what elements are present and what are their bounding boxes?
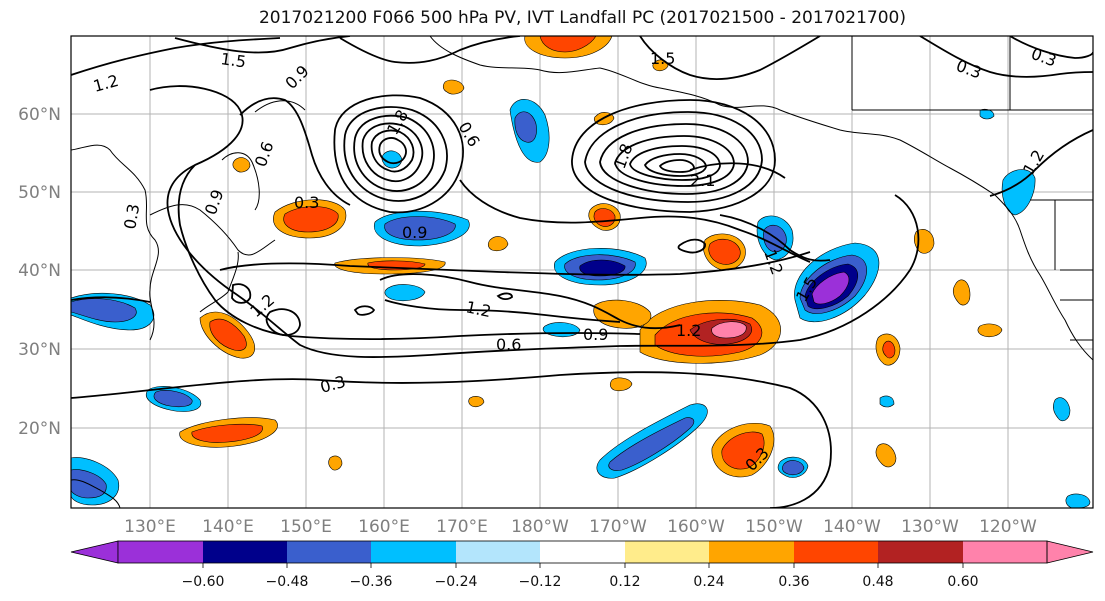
positive-anomaly-region xyxy=(232,157,251,173)
contour-labels: 1.2 1.5 0.9 1.5 0.3 0.3 0.6 0.9 0.3 0.3 … xyxy=(91,44,1059,475)
lon-label: 130°W xyxy=(901,517,959,537)
contour-label: 0.9 xyxy=(402,223,427,242)
positive-anomaly-region xyxy=(711,321,747,339)
negative-anomaly-region xyxy=(763,224,787,253)
positive-anomaly-region xyxy=(708,238,741,265)
lon-label: 130°E xyxy=(124,517,176,537)
lon-label: 180°W xyxy=(511,517,569,537)
colorbar-tick-label: −0.60 xyxy=(182,574,225,590)
negative-anomaly-region xyxy=(1053,397,1071,422)
colorbar-swatch xyxy=(371,541,456,563)
colorbar-tick-label: −0.36 xyxy=(350,574,393,590)
negative-anomaly-region xyxy=(811,271,850,305)
negative-anomaly-region xyxy=(979,108,995,120)
lon-label: 140°W xyxy=(823,517,881,537)
contour-label: 0.3 xyxy=(294,193,319,212)
lat-label: 30°N xyxy=(18,340,61,360)
lon-label: 150°W xyxy=(745,517,803,537)
contour-label: 1.5 xyxy=(219,49,247,71)
contour-label: 0.6 xyxy=(496,335,521,354)
colorbar-outline xyxy=(117,540,1048,564)
colorbar-tick-label: −0.48 xyxy=(266,574,309,590)
positive-anomaly-region xyxy=(283,206,339,233)
lat-label: 40°N xyxy=(18,261,61,281)
colorbar-swatch xyxy=(963,541,1047,563)
positive-anomaly-region xyxy=(487,236,509,252)
colorbar-tick-label: 0.24 xyxy=(693,574,724,590)
contour-label: 1.5 xyxy=(650,49,675,68)
map-title: 2017021200 F066 500 hPa PV, IVT Landfall… xyxy=(258,8,906,28)
positive-anomaly-region xyxy=(977,323,1003,338)
lon-label: 170°W xyxy=(589,517,647,537)
colorbar-tick-label: −0.24 xyxy=(435,574,478,590)
colorbar-swatch xyxy=(456,541,540,563)
positive-anomaly-region xyxy=(882,340,896,359)
colorbar-tick-label: 0.60 xyxy=(947,574,978,590)
contour-label: 1.2 xyxy=(676,321,701,340)
lon-label: 160°W xyxy=(667,517,725,537)
negative-anomaly-region xyxy=(514,111,537,143)
lon-label: 150°E xyxy=(280,517,332,537)
colorbar-swatch xyxy=(625,541,709,563)
colorbar-tick-label: 0.48 xyxy=(862,574,893,590)
negative-anomaly-region xyxy=(384,284,426,302)
lon-label: 120°W xyxy=(979,517,1037,537)
contour-label: 0.9 xyxy=(583,325,608,344)
colorbar-swatch xyxy=(118,541,203,563)
colorbar-tick-label: 0.12 xyxy=(609,574,640,590)
positive-anomaly-region xyxy=(442,79,465,95)
negative-anomaly-region xyxy=(1001,169,1036,216)
positive-anomaly-region xyxy=(191,423,263,443)
longitude-labels: 130°E 140°E 150°E 160°E 170°E 180°W 170°… xyxy=(124,517,1037,537)
negative-anomaly-region xyxy=(879,395,895,408)
contour-label: 0.3 xyxy=(120,202,143,230)
negative-anomaly-region xyxy=(608,417,695,471)
positive-anomaly-region xyxy=(721,431,765,470)
positive-anomaly-region xyxy=(468,396,485,408)
negative-anomaly-region xyxy=(579,259,626,277)
ivt-shading xyxy=(71,36,1091,508)
positive-anomaly-region xyxy=(328,455,343,471)
colorbar-swatch xyxy=(203,541,287,563)
lon-label: 140°E xyxy=(202,517,254,537)
lat-label: 60°N xyxy=(18,105,61,125)
latitude-labels: 60°N 50°N 40°N 30°N 20°N xyxy=(18,105,61,439)
colorbar-min-extension xyxy=(70,540,119,564)
lat-label: 20°N xyxy=(18,419,61,439)
lon-label: 170°E xyxy=(436,517,488,537)
negative-anomaly-region xyxy=(153,390,193,408)
colorbar-max-extension xyxy=(1046,540,1094,564)
colorbar-swatch xyxy=(709,541,794,563)
colorbar-swatch xyxy=(540,541,625,563)
positive-anomaly-region xyxy=(209,318,247,351)
colorbar-swatch xyxy=(794,541,878,563)
contour-label: 1.2 xyxy=(464,297,493,321)
negative-anomaly-region xyxy=(782,460,805,476)
pv-contours xyxy=(71,36,1093,508)
positive-anomaly-region xyxy=(539,36,597,53)
positive-anomaly-region xyxy=(875,443,897,468)
negative-anomaly-region xyxy=(71,298,137,323)
colorbar-swatch xyxy=(287,541,371,563)
colorbar-tick-label: −0.12 xyxy=(519,574,562,590)
colorbar: −0.60 −0.48 −0.36 −0.24 −0.12 0.12 0.24 … xyxy=(70,540,1094,590)
negative-anomaly-region xyxy=(384,216,456,241)
lat-label: 50°N xyxy=(18,183,61,203)
colorbar-swatch xyxy=(878,541,963,563)
colorbar-tick-label: 0.36 xyxy=(778,574,809,590)
positive-anomaly-region xyxy=(609,377,633,392)
lon-label: 160°E xyxy=(358,517,410,537)
map-frame xyxy=(70,35,1094,509)
contour-label: 2.1 xyxy=(690,171,715,190)
negative-anomaly-region xyxy=(1065,493,1091,508)
positive-anomaly-region xyxy=(953,279,971,306)
